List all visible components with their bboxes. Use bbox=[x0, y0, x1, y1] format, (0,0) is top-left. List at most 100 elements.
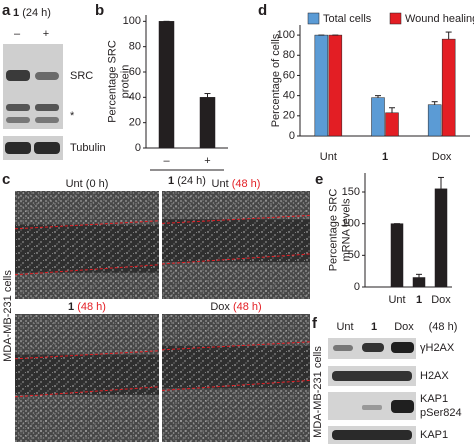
y-tick-label: 0 bbox=[354, 281, 360, 293]
cell-sheet bbox=[162, 191, 310, 220]
panel-letter: f bbox=[312, 315, 318, 332]
band bbox=[34, 142, 60, 154]
condition: Unt bbox=[66, 178, 83, 190]
side-label: MDA-MB-231 cells bbox=[312, 346, 324, 438]
image-title: Dox (48 h) bbox=[210, 301, 261, 313]
wound-edge bbox=[14, 386, 160, 398]
band bbox=[6, 117, 30, 123]
wound-edge bbox=[14, 350, 160, 360]
time: (48 h) bbox=[232, 178, 261, 190]
y-tick-label: 0 bbox=[289, 130, 295, 142]
blot-label: H2AX bbox=[420, 370, 449, 382]
y-tick-label: 20 bbox=[283, 110, 295, 122]
y-tick-label: 40 bbox=[129, 91, 141, 103]
lane-label: 1 bbox=[371, 321, 377, 333]
y-tick-label: 20 bbox=[129, 117, 141, 129]
blot-label: KAP1 bbox=[420, 393, 448, 405]
bar bbox=[385, 112, 399, 137]
image-title: Unt (48 h) bbox=[212, 178, 261, 190]
x-tick-label: – bbox=[163, 155, 170, 167]
cell-sheet bbox=[162, 261, 310, 299]
bar bbox=[314, 34, 329, 137]
legend-swatch bbox=[389, 12, 402, 25]
y-tick-label: 40 bbox=[283, 90, 295, 102]
band bbox=[35, 72, 59, 80]
blot-label: Tubulin bbox=[70, 142, 106, 154]
treatment-label: 1 (24 h) bbox=[13, 7, 51, 19]
x-tick-label: Dox bbox=[431, 294, 451, 306]
panel-letter: e bbox=[315, 171, 323, 188]
panel-c: c MDA-MB-231 cells Unt (0 h) Unt (48 h)1 … bbox=[2, 171, 311, 442]
band bbox=[5, 142, 31, 154]
y-tick-label: 50 bbox=[348, 249, 360, 261]
y-tick-label: 0 bbox=[135, 142, 141, 154]
bar bbox=[328, 34, 343, 137]
blot-label: γH2AX bbox=[420, 342, 455, 354]
legend-label: Total cells bbox=[323, 13, 372, 25]
lane-label: Dox bbox=[394, 321, 414, 333]
side-label: MDA-MB-231 cells bbox=[2, 270, 14, 362]
x-axis-label: 1 (24 h) bbox=[168, 175, 206, 187]
x-axis-label-part: (24 h) bbox=[177, 175, 206, 187]
bar bbox=[390, 223, 404, 288]
condition: 1 bbox=[68, 301, 74, 313]
image-title: Unt (0 h) bbox=[66, 178, 109, 190]
band bbox=[6, 104, 30, 111]
band bbox=[333, 345, 353, 351]
y-axis-label: mRNA levels bbox=[340, 198, 352, 261]
blot bbox=[3, 44, 63, 129]
blot-label: KAP1 bbox=[420, 429, 448, 441]
panel-letter: b bbox=[95, 2, 104, 19]
x-tick-label: 1 bbox=[382, 151, 388, 163]
condition: Dox bbox=[210, 301, 230, 313]
bar bbox=[427, 104, 442, 137]
y-axis-label: Percentage of cells bbox=[270, 33, 282, 127]
cell-sheet bbox=[162, 388, 310, 442]
panel-a: a 1 (24 h) – + SRC * Tubulin bbox=[2, 2, 106, 160]
cell-sheet bbox=[162, 314, 310, 346]
x-tick-label: Dox bbox=[432, 151, 452, 163]
lane-label: – bbox=[14, 28, 21, 40]
bar bbox=[412, 277, 426, 288]
y-tick-label: 60 bbox=[129, 66, 141, 78]
band bbox=[362, 343, 384, 352]
blot-label: * bbox=[70, 110, 75, 122]
y-tick-label: 100 bbox=[342, 218, 360, 230]
band bbox=[35, 117, 59, 123]
y-tick-label: 150 bbox=[342, 186, 360, 198]
y-axis-label: protein bbox=[119, 65, 131, 99]
wound-edge bbox=[14, 220, 160, 230]
y-tick-label: 100 bbox=[123, 15, 141, 27]
band bbox=[332, 371, 412, 381]
y-tick-label: 60 bbox=[283, 69, 295, 81]
blot-label: pSer824 bbox=[420, 407, 462, 419]
y-tick-label: 100 bbox=[277, 29, 295, 41]
band bbox=[6, 70, 30, 81]
panel-letter: a bbox=[2, 2, 11, 19]
cell-sheet bbox=[15, 272, 159, 299]
image-title: 1 (48 h) bbox=[68, 301, 106, 313]
y-axis-label: Percentage SRC bbox=[106, 40, 118, 123]
bar bbox=[434, 188, 448, 288]
y-axis-label: Percentage SRC bbox=[327, 189, 339, 272]
x-tick-label: + bbox=[204, 155, 210, 167]
lane-label: Unt bbox=[336, 321, 353, 333]
legend-label: Wound healing bbox=[405, 13, 474, 25]
band bbox=[332, 430, 412, 440]
bar bbox=[371, 97, 385, 137]
image-grid: Unt (0 h) Unt (48 h)1 (48 h) Dox (48 h) bbox=[14, 178, 311, 442]
wound-edge bbox=[14, 264, 160, 276]
blot-label: SRC bbox=[70, 70, 93, 82]
x-axis-label-part: 1 bbox=[168, 175, 174, 187]
y-tick-label: 80 bbox=[129, 41, 141, 53]
lane-label: + bbox=[43, 28, 49, 40]
time: (48 h) bbox=[233, 301, 262, 313]
compound: 1 bbox=[13, 7, 19, 19]
bar bbox=[158, 21, 175, 149]
cell-sheet bbox=[15, 314, 159, 355]
legend-swatch bbox=[307, 12, 320, 25]
time-label: (48 h) bbox=[429, 321, 458, 333]
bar bbox=[199, 97, 216, 149]
